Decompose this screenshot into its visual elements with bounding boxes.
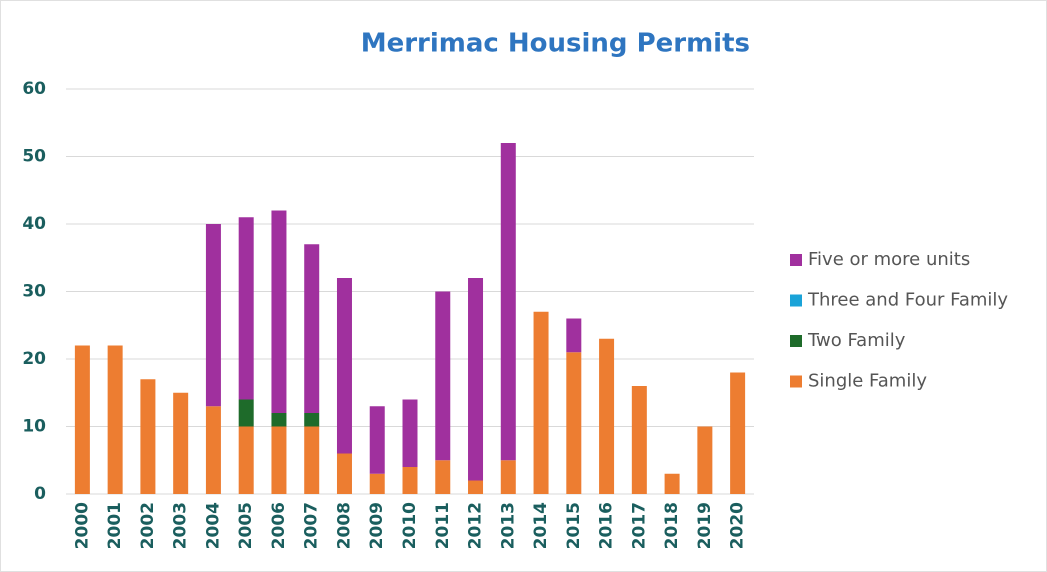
y-tick-label: 60 xyxy=(22,79,46,99)
bar-segment xyxy=(369,473,385,494)
x-tick-label: 2018 xyxy=(662,502,682,549)
bar-segment xyxy=(140,379,156,494)
bar-segment xyxy=(697,426,713,494)
x-tick-label: 2014 xyxy=(531,502,551,549)
bar-segment xyxy=(533,311,549,494)
bar-segment xyxy=(336,278,352,454)
y-tick-label: 50 xyxy=(22,147,46,167)
bar-segment xyxy=(566,318,582,353)
bar-segment xyxy=(107,345,123,494)
legend-label: Five or more units xyxy=(808,249,970,270)
bar-segment xyxy=(238,217,254,400)
x-tick-label: 2017 xyxy=(629,502,649,549)
x-tick-label: 2016 xyxy=(597,502,617,549)
x-tick-label: 2006 xyxy=(269,502,289,549)
y-tick-label: 30 xyxy=(22,282,46,302)
bar-segment xyxy=(304,244,320,413)
bar-segment xyxy=(664,473,680,494)
y-tick-label: 10 xyxy=(22,417,46,437)
bar-segment xyxy=(336,453,352,494)
bar-segment xyxy=(566,352,582,494)
x-tick-label: 2010 xyxy=(400,502,420,549)
legend-label: Single Family xyxy=(808,371,927,392)
bar-segment xyxy=(271,210,287,413)
legend-swatch xyxy=(790,254,802,266)
x-tick-label: 2011 xyxy=(433,502,453,549)
legend-swatch xyxy=(790,335,802,347)
bar-segment xyxy=(271,426,287,494)
bar-segment xyxy=(599,338,615,494)
x-tick-label: 2005 xyxy=(236,502,256,549)
bar-segment xyxy=(271,413,287,427)
x-tick-label: 2020 xyxy=(728,502,748,549)
x-tick-label: 2002 xyxy=(138,502,158,549)
bar-segment xyxy=(402,399,418,467)
bar-segment xyxy=(369,406,385,474)
bar-segment xyxy=(435,460,451,494)
x-tick-label: 2015 xyxy=(564,502,584,549)
bar-segment xyxy=(468,480,484,494)
bar-segment xyxy=(74,345,90,494)
legend-label: Two Family xyxy=(807,330,906,351)
bar-segment xyxy=(468,278,484,481)
x-tick-label: 2013 xyxy=(498,502,518,549)
y-tick-label: 40 xyxy=(22,214,46,234)
bar-segment xyxy=(500,460,516,494)
bar-segment xyxy=(402,467,418,494)
y-tick-label: 0 xyxy=(34,484,46,504)
bar-segment xyxy=(435,291,451,461)
x-tick-label: 2001 xyxy=(105,502,125,549)
x-tick-label: 2007 xyxy=(302,502,322,549)
x-tick-label: 2003 xyxy=(171,502,191,549)
chart-title: Merrimac Housing Permits xyxy=(361,29,750,59)
x-tick-label: 2008 xyxy=(334,502,354,549)
bar-segment xyxy=(205,406,221,494)
x-tick-label: 2012 xyxy=(466,502,486,549)
bar-segment xyxy=(304,426,320,494)
bar-segment xyxy=(205,224,221,407)
bar-segment xyxy=(500,143,516,461)
legend-swatch xyxy=(790,375,802,388)
bar-segment xyxy=(730,372,746,494)
x-tick-label: 2004 xyxy=(203,502,223,549)
legend-swatch xyxy=(790,294,802,307)
legend-label: Three and Four Family xyxy=(807,290,1008,311)
bar-segment xyxy=(304,413,320,427)
x-tick-label: 2009 xyxy=(367,502,387,549)
x-tick-label: 2019 xyxy=(695,502,715,549)
bar-segment xyxy=(173,392,189,494)
bar-segment xyxy=(238,399,254,427)
y-tick-label: 20 xyxy=(22,349,46,369)
bar-segment xyxy=(631,386,647,494)
x-tick-label: 2000 xyxy=(72,502,92,549)
bar-segment xyxy=(238,426,254,494)
